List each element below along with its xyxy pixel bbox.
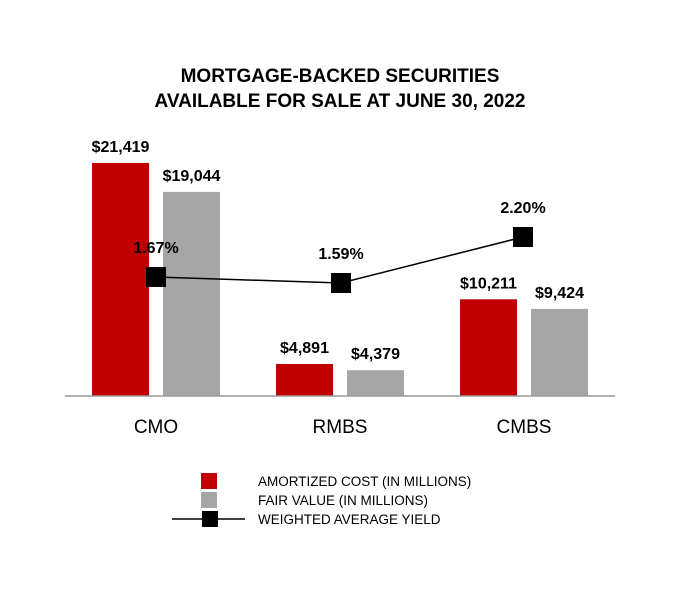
bar-cmbs-amortized-cost xyxy=(460,299,517,396)
legend-label-yield: WEIGHTED AVERAGE YIELD xyxy=(258,512,441,527)
legend-swatch-amortized-cost xyxy=(201,473,217,489)
data-label: $10,211 xyxy=(460,275,517,292)
data-label: $21,419 xyxy=(92,139,150,156)
legend-label-amortized-cost: AMORTIZED COST (IN MILLIONS) xyxy=(258,474,471,489)
data-label: $4,379 xyxy=(351,346,400,363)
chart-title-line-2: AVAILABLE FOR SALE AT JUNE 30, 2022 xyxy=(155,91,526,112)
category-label: RMBS xyxy=(313,417,368,438)
data-label: $19,044 xyxy=(163,168,221,185)
yield-marker xyxy=(513,227,533,248)
data-label: $4,891 xyxy=(280,340,329,357)
yield-label: 1.59% xyxy=(318,246,363,263)
chart-title-line-1: MORTGAGE-BACKED SECURITIES xyxy=(181,66,500,87)
yield-label: 2.20% xyxy=(500,200,545,217)
bar-cmo-fair-value xyxy=(163,191,220,396)
legend: AMORTIZED COST (IN MILLIONS) FAIR VALUE … xyxy=(172,473,471,527)
data-label: $9,424 xyxy=(535,285,584,302)
yield-marker xyxy=(331,273,351,293)
category-label: CMBS xyxy=(497,417,552,438)
yield-marker xyxy=(146,266,166,287)
bar-rmbs-amortized-cost xyxy=(276,364,333,396)
bar-cmo-amortized-cost xyxy=(92,163,149,396)
legend-label-fair-value: FAIR VALUE (IN MILLIONS) xyxy=(258,493,428,508)
legend-swatch-fair-value xyxy=(201,492,217,508)
bar-rmbs-fair-value xyxy=(347,370,404,396)
legend-marker-yield xyxy=(202,511,218,527)
yield-label: 1.67% xyxy=(133,240,178,257)
bar-cmbs-fair-value xyxy=(531,308,588,396)
category-label: CMO xyxy=(134,417,178,438)
